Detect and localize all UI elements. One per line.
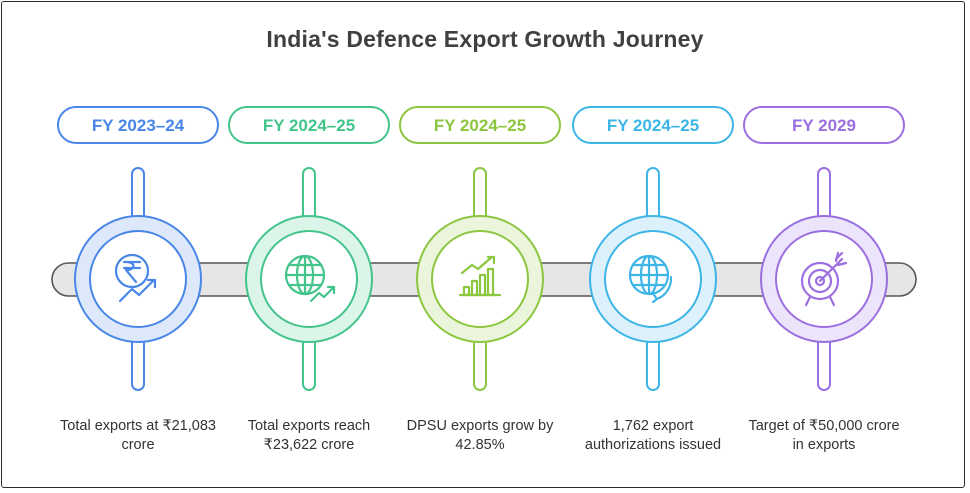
milestone-4: FY 2024–25: [572, 106, 734, 391]
period-label: FY 2029: [792, 116, 856, 135]
milestone-description: Total exports reach ₹23,622 crore: [247, 418, 371, 453]
milestone-description: Target of ₹50,000 crore in exports: [748, 418, 900, 453]
rupee-growth-icon: [114, 253, 157, 303]
milestone-description: Total exports at ₹21,083 crore: [60, 418, 216, 453]
period-pill: FY 2024–25: [399, 106, 561, 144]
period-pill-outline: [228, 106, 390, 144]
node-inner-circle: [89, 230, 187, 328]
period-pill-outline: [57, 106, 219, 144]
period-label: FY 2023–24: [92, 116, 185, 135]
milestone-description: DPSU exports grow by 42.85%: [406, 418, 554, 453]
bar-chart-growth-icon: [458, 255, 502, 297]
period-label: FY 2024–25: [263, 116, 355, 135]
period-pill: FY 2029: [743, 106, 905, 144]
period-label: FY 2024–25: [607, 116, 699, 135]
target-icon: [800, 251, 848, 307]
globe-growth-icon: [284, 254, 336, 303]
diagram-title: India's Defence Export Growth Journey: [266, 26, 704, 52]
period-pill: FY 2024–25: [228, 106, 390, 144]
period-pill-outline: [572, 106, 734, 144]
period-pill: FY 2023–24: [57, 106, 219, 144]
period-label: FY 2024–25: [434, 116, 526, 135]
node-inner-circle: [604, 230, 702, 328]
period-pill: FY 2024–25: [572, 106, 734, 144]
period-pill-outline: [743, 106, 905, 144]
milestone-5: FY 2029: [743, 106, 905, 391]
milestone-description: 1,762 export authorizations issued: [584, 418, 722, 453]
node-inner-circle: [260, 230, 358, 328]
period-pill-outline: [399, 106, 561, 144]
milestone-2: FY 2024–25: [228, 106, 390, 391]
globe-refresh-icon: [628, 254, 673, 304]
milestone-3: FY 2024–25: [399, 106, 561, 391]
milestone-1: FY 2023–24: [57, 106, 219, 391]
